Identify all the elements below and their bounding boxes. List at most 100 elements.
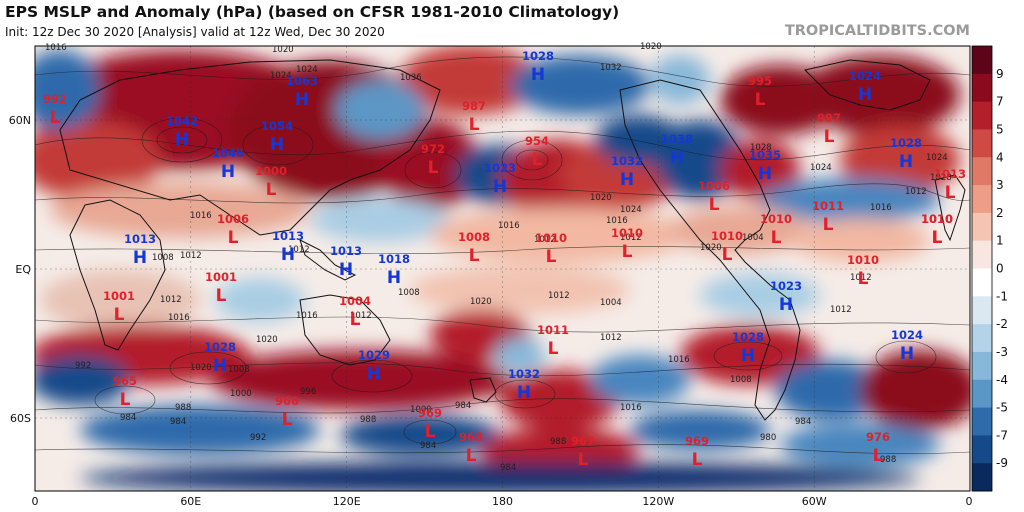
pressure-center-value: 1063 — [286, 74, 318, 88]
low-pressure-center: 1013 L — [934, 167, 966, 203]
pressure-center-letter: L — [120, 390, 131, 410]
high-pressure-center: 1029 H — [358, 348, 390, 384]
pressure-center-letter: L — [216, 286, 227, 306]
pressure-center-value: 1013 — [272, 229, 304, 243]
colorbar-swatch — [972, 351, 992, 381]
pressure-center-value: 1054 — [261, 119, 293, 133]
pressure-center-value: 1042 — [166, 114, 198, 128]
low-pressure-center: 1010 L — [760, 212, 792, 248]
pressure-center-value: 1008 — [458, 230, 490, 244]
pressure-center-letter: L — [771, 228, 782, 248]
isobar-value-label: 1012 — [905, 187, 927, 197]
pressure-center-letter: H — [367, 364, 381, 384]
pressure-center-value: 1010 — [847, 253, 879, 267]
colorbar-label: 5 — [996, 122, 1004, 136]
high-pressure-center: 1013 H — [330, 244, 362, 280]
high-pressure-center: 1028 H — [522, 49, 554, 85]
low-pressure-center: 966 L — [275, 394, 299, 430]
pressure-center-value: 1023 — [770, 279, 802, 293]
isobar-value-label: 1020 — [190, 363, 212, 373]
isobar-value-label: 1012 — [830, 305, 852, 315]
isobar-value-label: 1004 — [600, 298, 622, 308]
pressure-center-value: 1013 — [124, 232, 156, 246]
isobar-value-label: 1016 — [870, 203, 892, 213]
isobar-value-label: 984 — [170, 417, 186, 427]
pressure-center-value: 1010 — [760, 212, 792, 226]
pressure-center-value: 1032 — [508, 367, 540, 381]
high-pressure-center: 1024 H — [849, 69, 881, 105]
high-pressure-center: 1032 H — [508, 367, 540, 403]
isobar-value-label: 1028 — [750, 143, 772, 153]
pressure-center-letter: L — [425, 422, 436, 442]
colorbar-swatch — [972, 268, 992, 297]
isobar-value-label: 1012 — [600, 333, 622, 343]
pressure-center-letter: L — [350, 310, 361, 330]
isobar-value-label: 1028 — [930, 173, 952, 183]
pressure-center-letter: L — [532, 150, 543, 170]
isobar-value-label: 1016 — [606, 216, 628, 226]
isobar-value-label: 1012 — [548, 291, 570, 301]
colorbar-label: -1 — [996, 289, 1008, 303]
pressure-center-value: 1010 — [535, 231, 567, 245]
colorbar-label: 2 — [996, 206, 1004, 220]
pressure-center-letter: L — [114, 305, 125, 325]
pressure-center-value: 1010 — [611, 226, 643, 240]
pressure-center-letter: L — [50, 108, 61, 128]
isobar-value-label: 1008 — [398, 288, 420, 298]
isobar-value-label: 984 — [795, 417, 811, 427]
pressure-center-value: 1032 — [611, 154, 643, 168]
low-pressure-center: 987 L — [462, 99, 486, 135]
isobar-value-label: 984 — [500, 463, 516, 473]
pressure-center-letter: L — [722, 245, 733, 265]
isobar-value-label: 992 — [75, 361, 91, 371]
colorbar-label: 7 — [996, 95, 1004, 109]
y-tick-label: 60S — [10, 412, 31, 425]
pressure-center-letter: L — [466, 446, 477, 466]
low-pressure-center: 976 L — [866, 430, 890, 466]
high-pressure-center: 1023 H — [484, 161, 516, 197]
high-pressure-center: 1028 H — [204, 340, 236, 376]
pressure-center-value: 1010 — [711, 229, 743, 243]
x-tick-label: 60E — [180, 495, 201, 508]
chart-title: EPS MSLP and Anomaly (hPa) (based on CFS… — [5, 3, 620, 21]
pressure-center-letter: L — [428, 158, 439, 178]
colorbar-label: -5 — [996, 401, 1008, 415]
colorbar-swatch — [972, 240, 992, 269]
pressure-center-value: 1006 — [217, 212, 249, 226]
low-pressure-center: 1011 L — [812, 199, 844, 235]
grid-lines — [35, 46, 970, 491]
pressure-center-letter: L — [755, 90, 766, 110]
isobar-value-label: 988 — [175, 403, 191, 413]
low-pressure-center: 992 L — [43, 92, 67, 128]
isobar-value-label: 984 — [420, 441, 436, 451]
high-pressure-center: 1046 H — [212, 146, 244, 182]
pressure-center-value: 1028 — [204, 340, 236, 354]
anomaly-colorbar: 9 7 5 4 3 2 1 0 -1 -2 -3 -4 -5 -7 -9 — [971, 45, 1008, 492]
low-pressure-center: 969 L — [418, 406, 442, 442]
colorbar-swatch — [972, 73, 992, 103]
pressure-center-value: 968 — [459, 430, 483, 444]
pressure-center-value: 1011 — [812, 199, 844, 213]
high-pressure-center: 1032 H — [611, 154, 643, 190]
colorbar-swatch — [972, 157, 992, 186]
isobar-value-label: 1024 — [270, 71, 292, 81]
colorbar-label: 3 — [996, 178, 1004, 192]
colorbar-swatch — [972, 379, 992, 409]
isobar-value-label: 1024 — [620, 205, 642, 215]
x-tick-label: 120W — [642, 495, 674, 508]
pressure-center-letter: L — [548, 339, 559, 359]
colorbar-swatch — [972, 407, 992, 436]
low-pressure-center: 1006 L — [217, 212, 249, 248]
isobar-value-label: 988 — [360, 415, 376, 425]
pressure-center-value: 967 — [571, 434, 595, 448]
pressure-center-letter: L — [932, 228, 943, 248]
low-pressure-center: 995 L — [748, 74, 772, 110]
low-pressure-center: 1010 L — [921, 212, 953, 248]
pressure-center-letter: L — [622, 242, 633, 262]
colorbar-label: 9 — [996, 67, 1004, 81]
pressure-center-value: 992 — [43, 92, 67, 106]
isobar-value-label: 1008 — [152, 253, 174, 263]
colorbar-swatch — [972, 212, 992, 242]
isobar-value-label: 1004 — [742, 233, 764, 243]
